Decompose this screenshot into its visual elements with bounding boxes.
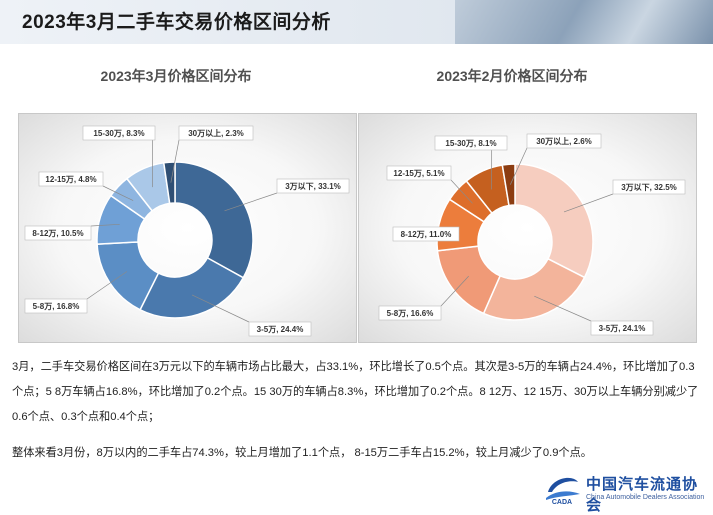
chart-title-march: 2023年3月价格区间分布	[6, 66, 346, 86]
analysis-paragraph-2: 整体来看3月份，8万以内的二手车占74.3%，较上月增加了1.1个点， 8-15…	[12, 441, 702, 466]
header-decoration-image	[455, 0, 713, 44]
data-label-12-15万: 12-15万, 4.8%	[39, 172, 103, 186]
data-label-text: 30万以上, 2.6%	[536, 136, 592, 146]
data-label-3万以下: 3万以下, 33.1%	[277, 179, 349, 193]
data-label-30万以上: 30万以上, 2.6%	[527, 134, 601, 148]
donut-segment-3万以下	[175, 162, 253, 278]
analysis-paragraph-1: 3月，二手车交易价格区间在3万元以下的车辆市场占比最大，占33.1%，环比增长了…	[12, 355, 702, 430]
data-label-text: 15-30万, 8.3%	[93, 129, 144, 138]
data-label-text: 5-8万, 16.8%	[33, 302, 80, 311]
chart-march-frame: 3万以下, 33.1% 3-5万, 24.4% 5-8万, 16.8% 8-12万, …	[18, 113, 357, 343]
data-label-text: 3-5万, 24.1%	[599, 324, 646, 333]
chart-february-frame: 3万以下, 32.5% 3-5万, 24.1% 5-8万, 16.6% 8-12万, …	[358, 113, 697, 343]
chart-march-donut: 3万以下, 33.1% 3-5万, 24.4% 5-8万, 16.8% 8-12万, …	[19, 114, 356, 342]
cada-logo-icon: CADA	[542, 470, 582, 506]
donut-segment-3万以下	[515, 164, 593, 277]
data-label-8-12万: 8-12万, 10.5%	[25, 226, 91, 240]
data-label-text: 8-12万, 10.5%	[32, 229, 83, 238]
data-label-15-30万: 15-30万, 8.1%	[435, 136, 507, 150]
data-label-3-5万: 3-5万, 24.4%	[249, 322, 311, 336]
cada-logo-mark: CADA	[552, 499, 572, 506]
data-label-text: 12-15万, 4.8%	[45, 175, 96, 184]
data-label-8-12万: 8-12万, 11.0%	[393, 227, 459, 241]
data-label-15-30万: 15-30万, 8.3%	[83, 126, 155, 140]
data-label-text: 8-12万, 11.0%	[401, 230, 452, 239]
data-label-text: 15-30万, 8.1%	[445, 139, 496, 148]
data-label-5-8万: 5-8万, 16.6%	[379, 306, 441, 320]
data-label-5-8万: 5-8万, 16.8%	[25, 299, 87, 313]
data-label-3-5万: 3-5万, 24.1%	[591, 321, 653, 335]
data-label-text: 3万以下, 33.1%	[285, 182, 341, 191]
data-label-text: 3-5万, 24.4%	[257, 325, 304, 334]
data-label-30万以上: 30万以上, 2.3%	[179, 126, 253, 140]
data-label-text: 30万以上, 2.3%	[188, 128, 244, 138]
data-label-text: 3万以下, 32.5%	[621, 183, 677, 192]
data-label-text: 12-15万, 5.1%	[393, 169, 444, 178]
logo-name-en: China Automobile Dealers Association	[586, 494, 704, 501]
data-label-12-15万: 12-15万, 5.1%	[387, 166, 451, 180]
page-title: 2023年3月二手车交易价格区间分析	[22, 7, 331, 34]
chart-title-february: 2023年2月价格区间分布	[342, 66, 682, 86]
data-label-3万以下: 3万以下, 32.5%	[613, 180, 685, 194]
data-label-text: 5-8万, 16.6%	[387, 309, 434, 318]
chart-february-donut: 3万以下, 32.5% 3-5万, 24.1% 5-8万, 16.6% 8-12万, …	[359, 114, 696, 342]
